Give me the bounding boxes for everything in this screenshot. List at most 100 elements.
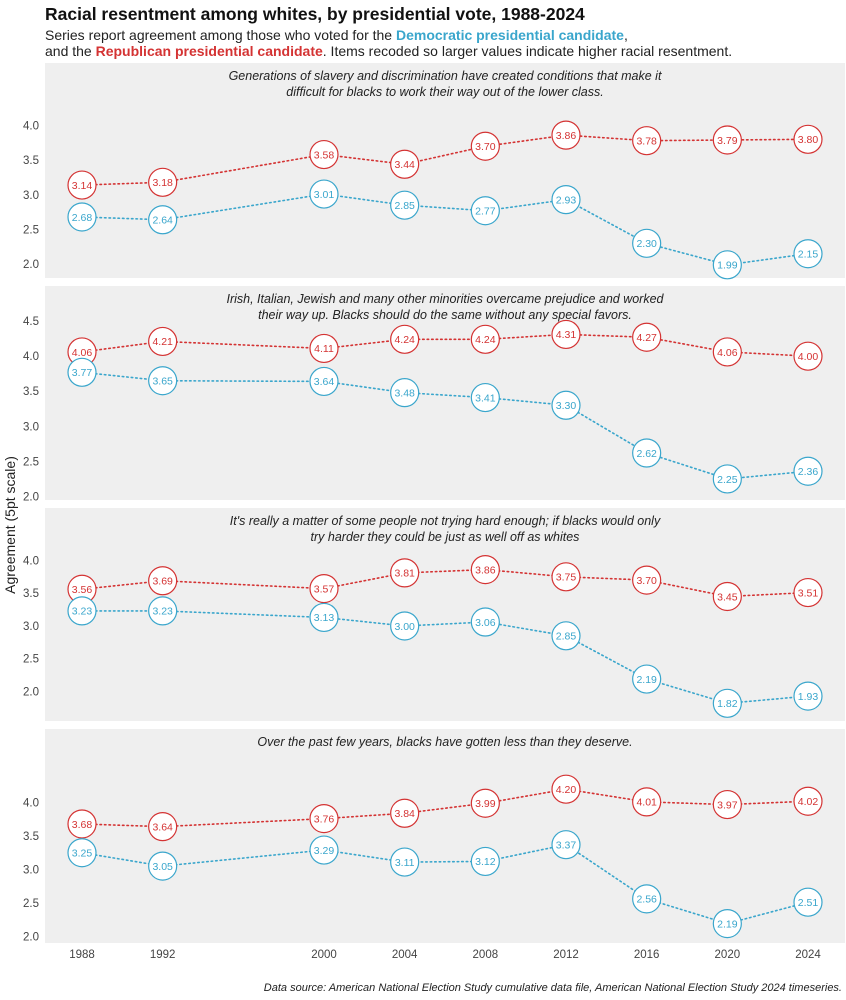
y-tick-label: 4.5	[23, 316, 39, 328]
democratic-data-label: 2.19	[636, 674, 657, 686]
x-tick-label: 2004	[392, 949, 418, 961]
republican-data-label: 4.06	[72, 347, 93, 359]
democratic-data-label: 2.19	[717, 918, 738, 930]
republican-data-point	[470, 788, 500, 818]
y-tick-label: 4.0	[23, 351, 39, 363]
democratic-data-label: 2.56	[636, 894, 657, 906]
republican-data-point	[309, 139, 339, 170]
democratic-data-point	[67, 202, 97, 232]
republican-data-point	[470, 555, 500, 585]
democratic-data-point	[632, 664, 662, 694]
republican-data-point	[793, 577, 823, 608]
y-tick-label: 3.5	[23, 386, 39, 398]
y-tick-label: 3.5	[23, 588, 39, 600]
democratic-data-label: 2.93	[556, 194, 577, 206]
republican-data-label: 3.69	[152, 576, 173, 588]
republican-data-point	[551, 774, 581, 804]
democratic-data-point	[551, 390, 581, 420]
y-tick-label: 2.5	[23, 654, 39, 666]
x-tick-label: 1988	[69, 949, 95, 961]
democratic-data-label: 3.00	[394, 621, 415, 633]
republican-data-label: 3.81	[394, 568, 415, 580]
democratic-data-label: 2.15	[798, 249, 819, 261]
republican-data-label: 3.75	[556, 572, 577, 584]
democratic-data-point	[309, 179, 339, 209]
democratic-data-point	[309, 366, 339, 397]
democratic-data-label: 2.51	[798, 897, 819, 909]
y-tick-label: 4.0	[23, 555, 39, 567]
x-tick-label: 2012	[553, 949, 579, 961]
republican-data-label: 4.01	[636, 797, 657, 809]
republican-data-label: 3.70	[475, 141, 496, 153]
democratic-data-point	[470, 196, 500, 226]
republican-data-label: 4.27	[636, 332, 657, 344]
republican-data-point	[148, 812, 178, 842]
democratic-data-label: 2.30	[636, 238, 657, 250]
panel-caption: try harder they could be just as well of…	[311, 530, 580, 544]
democratic-data-label: 2.62	[636, 448, 657, 460]
democratic-data-point	[712, 464, 742, 494]
democratic-data-label: 3.30	[556, 400, 577, 412]
republican-data-label: 3.68	[72, 819, 93, 831]
panel-background	[45, 508, 845, 721]
democratic-data-point	[309, 835, 339, 865]
y-tick-label: 3.0	[23, 421, 39, 433]
republican-data-label: 3.79	[717, 135, 738, 147]
republican-data-label: 4.24	[394, 334, 415, 346]
democratic-data-label: 3.05	[152, 861, 173, 873]
republican-data-point	[390, 798, 420, 828]
x-tick-label: 1992	[150, 949, 176, 961]
republican-data-label: 3.86	[556, 130, 577, 142]
republican-data-label: 4.11	[314, 343, 334, 355]
democratic-data-point	[551, 185, 581, 215]
democratic-data-point	[632, 228, 662, 258]
democratic-data-point	[390, 190, 420, 220]
republican-data-label: 3.44	[394, 159, 415, 171]
democratic-data-point	[470, 382, 500, 413]
republican-data-point	[309, 574, 339, 604]
democratic-data-label: 1.93	[798, 691, 819, 703]
republican-data-label: 3.80	[798, 134, 819, 146]
democratic-data-point	[67, 596, 97, 626]
republican-data-label: 3.70	[636, 575, 657, 587]
republican-data-label: 4.21	[152, 336, 173, 348]
panel-caption: It's really a matter of some people not …	[230, 514, 661, 528]
democratic-data-point	[551, 621, 581, 651]
republican-data-label: 3.84	[394, 808, 415, 820]
republican-data-label: 3.64	[152, 821, 173, 833]
subtitle-text: and the	[45, 43, 96, 59]
y-tick-label: 4.0	[23, 798, 39, 810]
republican-data-point	[551, 120, 581, 150]
republican-data-label: 3.18	[152, 177, 173, 189]
democratic-data-point	[148, 366, 178, 396]
panel-background	[45, 729, 845, 943]
republican-data-label: 4.02	[798, 796, 819, 808]
democratic-data-label: 3.29	[314, 845, 335, 857]
chart-subtitle: Series report agreement among those who …	[45, 27, 732, 59]
democratic-data-point	[309, 602, 339, 633]
republican-data-point	[632, 565, 662, 595]
republican-data-label: 3.78	[636, 135, 657, 147]
republican-data-label: 4.24	[475, 334, 496, 346]
republican-data-point	[632, 126, 662, 156]
democratic-data-point	[390, 611, 420, 641]
democratic-data-label: 3.64	[314, 376, 335, 388]
republican-data-label: 3.97	[717, 799, 738, 811]
democratic-data-label: 2.64	[152, 215, 173, 227]
panel-caption: Over the past few years, blacks have got…	[257, 735, 632, 749]
y-tick-label: 2.0	[23, 491, 39, 503]
democratic-data-label: 3.65	[152, 376, 173, 388]
democratic-data-point	[551, 830, 581, 860]
democratic-data-label: 3.37	[556, 839, 577, 851]
republican-data-point	[793, 124, 823, 154]
democratic-legend-label: Democratic presidential candidate	[395, 27, 624, 43]
republican-data-point	[67, 170, 97, 200]
y-tick-label: 2.0	[23, 259, 39, 271]
democratic-data-label: 3.13	[314, 612, 335, 624]
subtitle-line-1: Series report agreement among those who …	[45, 27, 732, 43]
republican-series-line	[81, 134, 809, 186]
democratic-data-label: 2.68	[72, 212, 93, 224]
republican-data-point	[148, 566, 178, 596]
democratic-data-label: 3.23	[152, 606, 173, 618]
